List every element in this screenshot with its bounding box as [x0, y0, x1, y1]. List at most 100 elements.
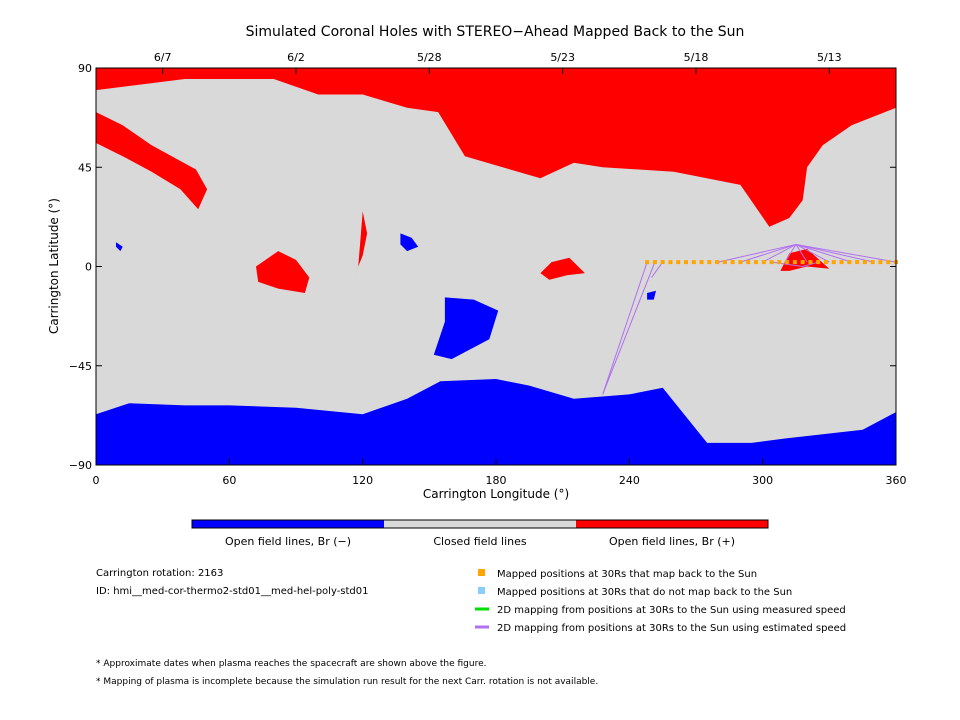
region-7 [433, 297, 499, 360]
colorbar-closed [384, 520, 576, 528]
x-tick-label-2: 120 [352, 474, 373, 487]
mapping-lines-layer [602, 243, 897, 395]
mapped-point-28 [862, 260, 867, 265]
footnote-incomplete: * Mapping of plasma is incomplete becaus… [96, 677, 598, 687]
mapping-line-12 [771, 261, 803, 267]
footnote-dates: * Approximate dates when plasma reaches … [96, 659, 487, 669]
mapped-point-8 [707, 260, 712, 265]
mapped-point-31 [886, 260, 891, 265]
chart-title: Simulated Coronal Holes with STEREO−Ahea… [246, 24, 745, 40]
mapping-line-10 [795, 243, 874, 263]
y-tick-label-3: 45 [78, 161, 92, 174]
mapped-point-21 [808, 260, 813, 265]
region-3 [353, 211, 368, 278]
legend-label-2: 2D mapping from positions at 30Rs to the… [497, 605, 846, 616]
date-label-4: 5/18 [684, 51, 709, 64]
mapped-point-12 [738, 260, 743, 265]
run-id: ID: hmi__med-cor-thermo2-std01__med-hel-… [96, 586, 369, 597]
regions-layer [96, 68, 896, 465]
x-tick-label-4: 240 [619, 474, 640, 487]
mapped-point-17 [777, 260, 782, 265]
mapping-line-3 [718, 243, 797, 263]
mapped-point-29 [870, 260, 875, 265]
mapped-point-26 [847, 260, 852, 265]
colorbar: Open field lines, Br (−) Closed field li… [191, 519, 769, 548]
mapped-point-2 [660, 260, 665, 265]
x-tick-label-3: 180 [486, 474, 507, 487]
y-tick-label-4: 90 [78, 62, 92, 75]
colorbar-label-open-positive: Open field lines, Br (+) [609, 535, 735, 548]
region-2 [256, 251, 310, 293]
colorbar-label-open-negative: Open field lines, Br (−) [225, 535, 351, 548]
x-axis-label: Carrington Longitude (°) [423, 487, 569, 501]
date-label-3: 5/23 [550, 51, 575, 64]
mapped-point-15 [761, 260, 766, 265]
x-tick-label-0: 0 [93, 474, 100, 487]
colorbar-label-closed: Closed field lines [433, 535, 527, 548]
mapping-line-13 [802, 261, 819, 267]
region-4 [540, 257, 585, 280]
mapping-line-0 [602, 261, 648, 395]
mapped-point-13 [746, 260, 751, 265]
legend-label-3: 2D mapping from positions at 30Rs to the… [497, 623, 846, 634]
mapped-point-20 [800, 260, 805, 265]
plot-area [95, 67, 898, 466]
y-axis-label: Carrington Latitude (°) [47, 198, 61, 334]
carrington-rotation: Carrington rotation: 2163 [96, 568, 223, 579]
mapping-line-2 [651, 261, 664, 278]
region-0 [96, 68, 896, 227]
mapped-point-16 [769, 260, 774, 265]
date-label-0: 6/7 [154, 51, 172, 64]
mapping-line-6 [784, 244, 797, 263]
mapped-point-22 [816, 260, 821, 265]
mapped-point-5 [684, 260, 688, 265]
region-9 [116, 242, 123, 252]
colorbar-open-positive [576, 520, 768, 528]
x-tick-label-5: 300 [752, 474, 773, 487]
mapping-line-4 [740, 243, 797, 263]
legend-marker-1 [478, 587, 485, 594]
mapped-point-19 [792, 260, 797, 265]
legend: Mapped positions at 30Rs that map back t… [475, 569, 846, 634]
mapped-point-7 [699, 260, 704, 265]
y-tick-label-0: −90 [69, 459, 92, 472]
mapped-point-6 [691, 260, 696, 265]
legend-marker-0 [478, 569, 485, 576]
mapped-point-25 [839, 260, 844, 265]
mapped-point-14 [754, 260, 758, 265]
region-1 [96, 112, 208, 210]
x-tick-label-6: 360 [886, 474, 907, 487]
mapped-point-4 [676, 260, 681, 265]
date-label-1: 6/2 [287, 51, 305, 64]
colorbar-frame [191, 519, 769, 529]
x-tick-label-1: 60 [222, 474, 236, 487]
region-10 [647, 290, 656, 300]
mapping-line-5 [762, 244, 797, 263]
colorbar-open-negative [192, 520, 384, 528]
mapped-point-1 [652, 260, 657, 265]
legend-label-0: Mapped positions at 30Rs that map back t… [497, 569, 757, 580]
y-tick-label-2: 0 [85, 261, 92, 274]
y-tick-label-1: −45 [69, 360, 92, 373]
mapping-line-7 [795, 244, 808, 263]
mapped-point-3 [668, 260, 673, 265]
mapped-point-27 [855, 260, 860, 265]
mapped-point-11 [730, 260, 735, 265]
mapped-point-10 [722, 260, 727, 265]
date-label-2: 5/28 [417, 51, 442, 64]
region-8 [400, 233, 419, 252]
mapped-point-30 [878, 260, 883, 265]
mapped-point-24 [831, 260, 836, 265]
mapped-point-0 [645, 260, 650, 265]
mapping-line-1 [602, 261, 656, 395]
region-6 [96, 379, 896, 465]
date-label-5: 5/13 [817, 51, 842, 64]
mapped-point-9 [715, 260, 720, 265]
mapped-point-23 [824, 260, 828, 265]
axes: 0 60 120 180 240 300 360 −90 −45 0 45 90 6/7 6/2 5/28 5… [69, 51, 907, 487]
mapping-line-9 [795, 243, 852, 263]
legend-label-1: Mapped positions at 30Rs that do not map… [497, 587, 792, 598]
mapping-line-8 [795, 244, 830, 263]
mapping-line-11 [795, 243, 897, 263]
